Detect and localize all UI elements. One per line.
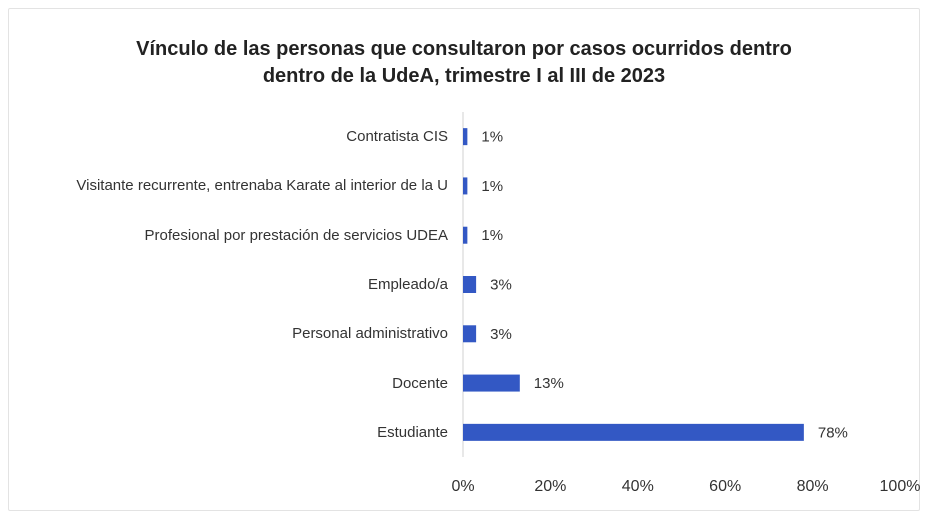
chart-title: Vínculo de las personas que consultaron … (136, 38, 792, 87)
x-tick-label: 0% (451, 478, 474, 495)
bar (463, 276, 477, 293)
data-label: 1% (481, 178, 503, 195)
category-label: Visitante recurrente, entrenaba Karate a… (76, 177, 448, 195)
x-tick-label: 60% (709, 478, 741, 495)
category-label: Personal administrativo (292, 325, 448, 343)
category-label: Empleado/a (367, 276, 448, 293)
category-label: Docente (392, 374, 448, 392)
bar (463, 177, 468, 195)
bar (463, 226, 468, 244)
bar (463, 374, 520, 392)
x-tick-label: 100% (880, 478, 921, 495)
x-tick-label: 20% (534, 478, 566, 495)
data-label: 1% (481, 129, 503, 146)
data-label: 78% (818, 424, 848, 441)
frame (8, 8, 920, 511)
x-tick-label: 80% (797, 478, 829, 495)
category-label: Contratista CIS (346, 128, 448, 146)
data-label: 13% (534, 375, 564, 392)
x-tick-label: 40% (622, 478, 654, 495)
data-label: 3% (490, 276, 512, 293)
bar (463, 128, 468, 146)
category-label: Estudiante (377, 423, 448, 441)
bar (463, 423, 804, 441)
bar (463, 325, 477, 343)
data-label: 1% (481, 227, 503, 244)
data-label: 3% (490, 326, 512, 343)
category-label: Profesional por prestación de servicios … (144, 226, 448, 244)
